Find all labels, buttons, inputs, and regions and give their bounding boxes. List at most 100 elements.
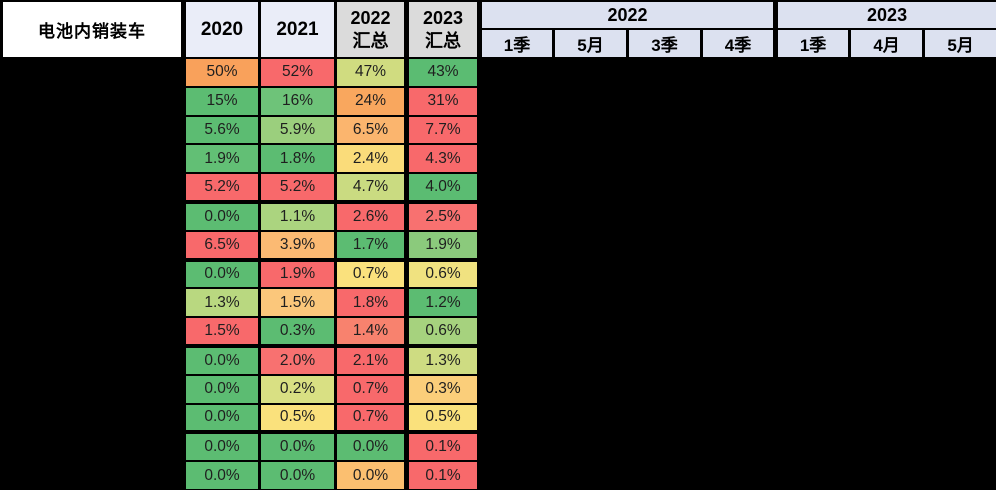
value-cell[interactable]: 4.3% [404, 143, 481, 175]
value-cell[interactable]: 7.7% [404, 114, 481, 146]
value-cell[interactable]: 1.9% [181, 143, 261, 175]
value-cell[interactable]: 0.7% [334, 257, 408, 290]
masked-cell [922, 430, 996, 463]
col-header-2020[interactable]: 2020 [181, 0, 261, 59]
value-cell[interactable]: 0.7% [334, 373, 408, 405]
value-cell[interactable]: 24% [334, 85, 408, 117]
group-header-2022[interactable]: 2022 [476, 0, 778, 30]
row-label-masked [0, 343, 185, 376]
sub-header-2023-may[interactable]: 5月 [922, 28, 996, 59]
value-cell[interactable]: 1.3% [181, 287, 261, 319]
sub-header-2022-q1[interactable]: 1季 [477, 28, 555, 59]
value-cell[interactable]: 0.0% [181, 257, 261, 290]
value-cell[interactable]: 0.5% [404, 402, 481, 434]
value-cell[interactable]: 1.2% [404, 287, 481, 319]
value-cell[interactable]: 5.6% [181, 114, 261, 146]
value-cell[interactable]: 0.3% [258, 316, 337, 347]
value-cell[interactable]: 0.0% [181, 430, 261, 463]
value-cell[interactable]: 1.1% [258, 199, 337, 232]
table-title-cell[interactable]: 电池内销装车 [0, 0, 185, 59]
value-cell[interactable]: 43% [404, 57, 481, 88]
masked-cell [773, 287, 852, 319]
value-cell[interactable]: 6.5% [181, 229, 261, 261]
value-cell[interactable]: 2.6% [334, 199, 408, 232]
masked-cell [699, 430, 778, 463]
masked-cell [699, 257, 778, 290]
value-cell[interactable]: 0.6% [404, 257, 481, 290]
col-header-2021[interactable]: 2021 [258, 0, 337, 59]
value-cell[interactable]: 1.5% [258, 287, 337, 319]
value-cell[interactable]: 2.1% [334, 343, 408, 376]
sub-header-2022-q4[interactable]: 4季 [699, 28, 778, 59]
masked-cell [773, 199, 852, 232]
masked-cell [477, 172, 555, 203]
value-cell[interactable]: 1.8% [334, 287, 408, 319]
value-cell[interactable]: 1.7% [334, 229, 408, 261]
sub-header-2023-apr[interactable]: 4月 [848, 28, 926, 59]
value-cell[interactable]: 0.6% [404, 316, 481, 347]
value-cell[interactable]: 0.2% [258, 373, 337, 405]
masked-cell [922, 402, 996, 434]
masked-cell [552, 114, 629, 146]
value-cell[interactable]: 0.0% [181, 373, 261, 405]
value-cell[interactable]: 1.8% [258, 143, 337, 175]
value-cell[interactable]: 5.2% [258, 172, 337, 203]
masked-cell [922, 85, 996, 117]
row-label-masked [0, 199, 185, 232]
value-cell[interactable]: 4.7% [334, 172, 408, 203]
col-header-2023-total[interactable]: 2023 汇总 [404, 0, 481, 59]
value-cell[interactable]: 4.0% [404, 172, 481, 203]
value-cell[interactable]: 1.5% [181, 316, 261, 347]
masked-cell [848, 172, 926, 203]
value-cell[interactable]: 0.0% [258, 460, 337, 490]
value-cell[interactable]: 0.0% [334, 430, 408, 463]
masked-cell [477, 402, 555, 434]
masked-cell [699, 373, 778, 405]
value-cell[interactable]: 2.5% [404, 199, 481, 232]
value-cell[interactable]: 0.7% [334, 402, 408, 434]
value-cell[interactable]: 1.9% [258, 257, 337, 290]
group-header-2023[interactable]: 2023 [773, 0, 996, 30]
row-label-masked [0, 257, 185, 290]
value-cell[interactable]: 47% [334, 57, 408, 88]
table-row: 0.0% 1.1% 2.6% 2.5% [0, 199, 996, 232]
value-cell[interactable]: 6.5% [334, 114, 408, 146]
masked-cell [699, 114, 778, 146]
sub-header-2022-q3[interactable]: 3季 [626, 28, 703, 59]
value-cell[interactable]: 0.0% [181, 460, 261, 490]
sub-header-2022-may[interactable]: 5月 [552, 28, 629, 59]
value-cell[interactable]: 2.0% [258, 343, 337, 376]
value-cell[interactable]: 2.4% [334, 143, 408, 175]
value-cell[interactable]: 1.9% [404, 229, 481, 261]
value-cell[interactable]: 0.1% [404, 460, 481, 490]
value-cell[interactable]: 0.0% [181, 199, 261, 232]
value-cell[interactable]: 52% [258, 57, 337, 88]
value-cell[interactable]: 15% [181, 85, 261, 117]
value-cell[interactable]: 50% [181, 57, 261, 88]
value-cell[interactable]: 5.2% [181, 172, 261, 203]
value-cell[interactable]: 0.3% [404, 373, 481, 405]
masked-cell [848, 85, 926, 117]
value-cell[interactable]: 0.0% [258, 430, 337, 463]
value-cell[interactable]: 0.1% [404, 430, 481, 463]
col-header-2022-total[interactable]: 2022 汇总 [334, 0, 408, 59]
masked-cell [922, 199, 996, 232]
value-cell[interactable]: 0.0% [334, 460, 408, 490]
table-row: 6.5% 3.9% 1.7% 1.9% [0, 229, 996, 261]
value-cell[interactable]: 1.3% [404, 343, 481, 376]
masked-cell [552, 143, 629, 175]
sub-header-2023-q1[interactable]: 1季 [773, 28, 852, 59]
value-cell[interactable]: 0.0% [181, 343, 261, 376]
masked-cell [922, 316, 996, 347]
value-cell[interactable]: 0.5% [258, 402, 337, 434]
value-cell[interactable]: 31% [404, 85, 481, 117]
value-cell[interactable]: 16% [258, 85, 337, 117]
value-cell[interactable]: 0.0% [181, 402, 261, 434]
value-cell[interactable]: 1.4% [334, 316, 408, 347]
masked-cell [773, 316, 852, 347]
value-cell[interactable]: 5.9% [258, 114, 337, 146]
masked-cell [626, 114, 703, 146]
value-cell[interactable]: 3.9% [258, 229, 337, 261]
masked-cell [477, 85, 555, 117]
masked-cell [626, 460, 703, 490]
